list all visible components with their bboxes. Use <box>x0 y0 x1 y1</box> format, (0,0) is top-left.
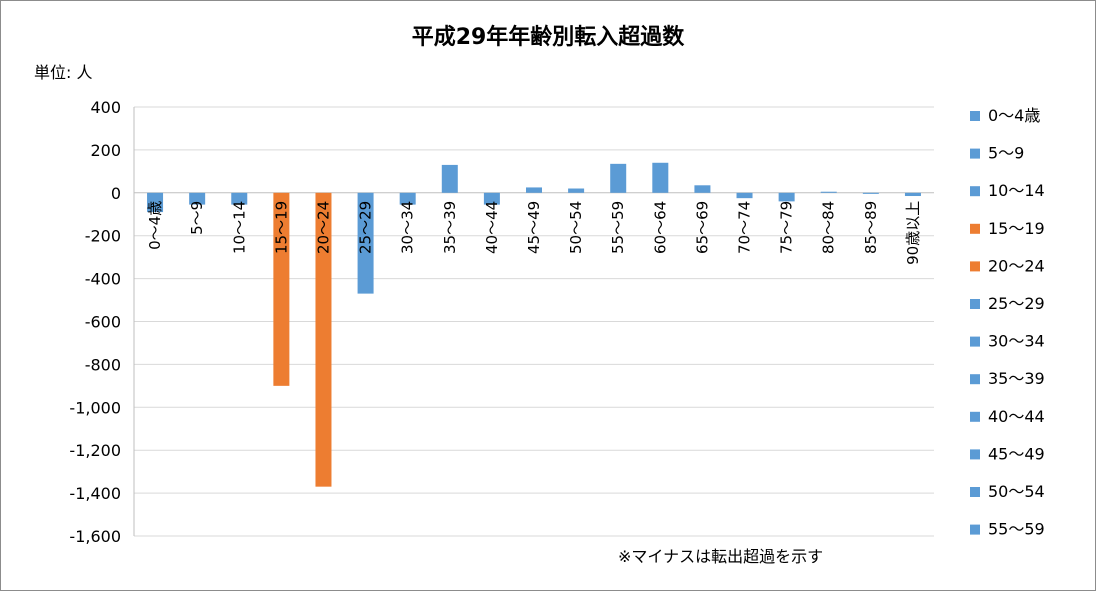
bar <box>904 192 921 197</box>
bar <box>231 192 248 205</box>
legend-swatch <box>970 336 980 347</box>
legend-swatch <box>970 186 980 197</box>
legend-label: 45～49 <box>988 444 1045 463</box>
x-category-label: 20～24 <box>314 201 332 254</box>
y-tick-label: -600 <box>85 313 121 332</box>
bar <box>441 164 458 193</box>
legend-swatch <box>970 411 980 422</box>
y-tick-label: -200 <box>85 227 121 246</box>
x-category-label: 45～49 <box>525 201 543 254</box>
bar <box>778 192 795 202</box>
legend-label: 5～9 <box>988 144 1024 163</box>
chart-note: ※マイナスは転出超過を示す <box>618 547 823 566</box>
bar <box>694 185 711 193</box>
legend-swatch <box>970 524 980 535</box>
bar <box>820 191 837 193</box>
x-category-label: 10～14 <box>230 201 248 254</box>
bar-series <box>147 162 921 487</box>
x-category-label: 85～89 <box>862 201 880 254</box>
legend-swatch <box>970 374 980 385</box>
y-tick-label: -1,600 <box>69 527 121 546</box>
bar <box>652 162 669 193</box>
y-tick-label: 400 <box>90 98 121 117</box>
legend-swatch <box>970 487 980 497</box>
bar <box>189 192 206 205</box>
x-category-label: 0～4歳 <box>146 201 164 250</box>
bar <box>568 188 585 193</box>
y-tick-label: -800 <box>85 355 121 374</box>
y-tick-label: -1,000 <box>69 398 121 417</box>
legend-label: 30～34 <box>988 332 1045 351</box>
y-tick-label: -1,200 <box>69 441 121 460</box>
legend-label: 55～59 <box>988 520 1045 539</box>
x-category-label: 60～64 <box>651 201 669 254</box>
unit-label: 単位: 人 <box>34 63 92 82</box>
x-category-label: 15～19 <box>272 201 290 254</box>
bar <box>273 192 290 386</box>
bar <box>483 192 500 205</box>
x-category-label: 25～29 <box>357 201 375 254</box>
bar <box>147 192 164 213</box>
x-axis-categories: 0～4歳 5～9 10～14 15～19 20～24 25～29 30～34 35～39 40～… <box>146 201 922 265</box>
x-category-label: 65～69 <box>693 201 711 254</box>
x-category-label: 30～34 <box>399 201 417 254</box>
y-tick-label: -1,400 <box>69 484 121 503</box>
x-category-label: 70～74 <box>736 201 754 254</box>
bar <box>610 163 627 193</box>
bar <box>736 192 753 199</box>
bar <box>862 192 879 194</box>
legend-label: 0～4歳 <box>988 106 1040 125</box>
legend-swatch <box>970 111 980 121</box>
legend: 0～4歳 5～9 10～14 15～19 20～24 25～29 30～34 35～39 40～… <box>970 106 1045 539</box>
legend-swatch <box>970 299 980 309</box>
x-category-label: 40～44 <box>483 201 501 254</box>
gridlines <box>133 106 934 537</box>
x-category-label: 75～79 <box>778 201 796 254</box>
bar <box>357 192 374 294</box>
y-tick-label: 200 <box>90 141 121 160</box>
x-category-label: 5～9 <box>188 201 206 235</box>
bar <box>399 192 416 205</box>
x-category-label: 35～39 <box>441 201 459 254</box>
legend-swatch <box>970 261 980 272</box>
legend-swatch <box>970 223 980 234</box>
y-tick-label: -400 <box>85 270 121 289</box>
legend-label: 35～39 <box>988 369 1045 388</box>
legend-label: 40～44 <box>988 407 1045 426</box>
y-tick-label: 0 <box>111 184 121 203</box>
bar <box>315 192 332 487</box>
legend-label: 50～54 <box>988 482 1045 501</box>
x-category-label: 90歳以上 <box>904 201 922 265</box>
legend-label: 20～24 <box>988 256 1045 275</box>
chart-title: 平成29年年齢別転入超過数 <box>412 24 686 50</box>
legend-label: 15～19 <box>988 219 1045 238</box>
x-category-label: 55～59 <box>609 201 627 254</box>
y-axis-ticks: 400 200 0 -200 -400 -600 -800 -1,000 -1,200 -1,40… <box>69 98 121 546</box>
legend-label: 25～29 <box>988 294 1045 313</box>
legend-swatch <box>970 449 980 460</box>
bar <box>526 187 542 193</box>
legend-swatch <box>970 148 980 159</box>
x-category-label: 80～84 <box>820 201 838 254</box>
x-category-label: 50～54 <box>567 201 585 254</box>
legend-label: 10～14 <box>988 181 1045 200</box>
